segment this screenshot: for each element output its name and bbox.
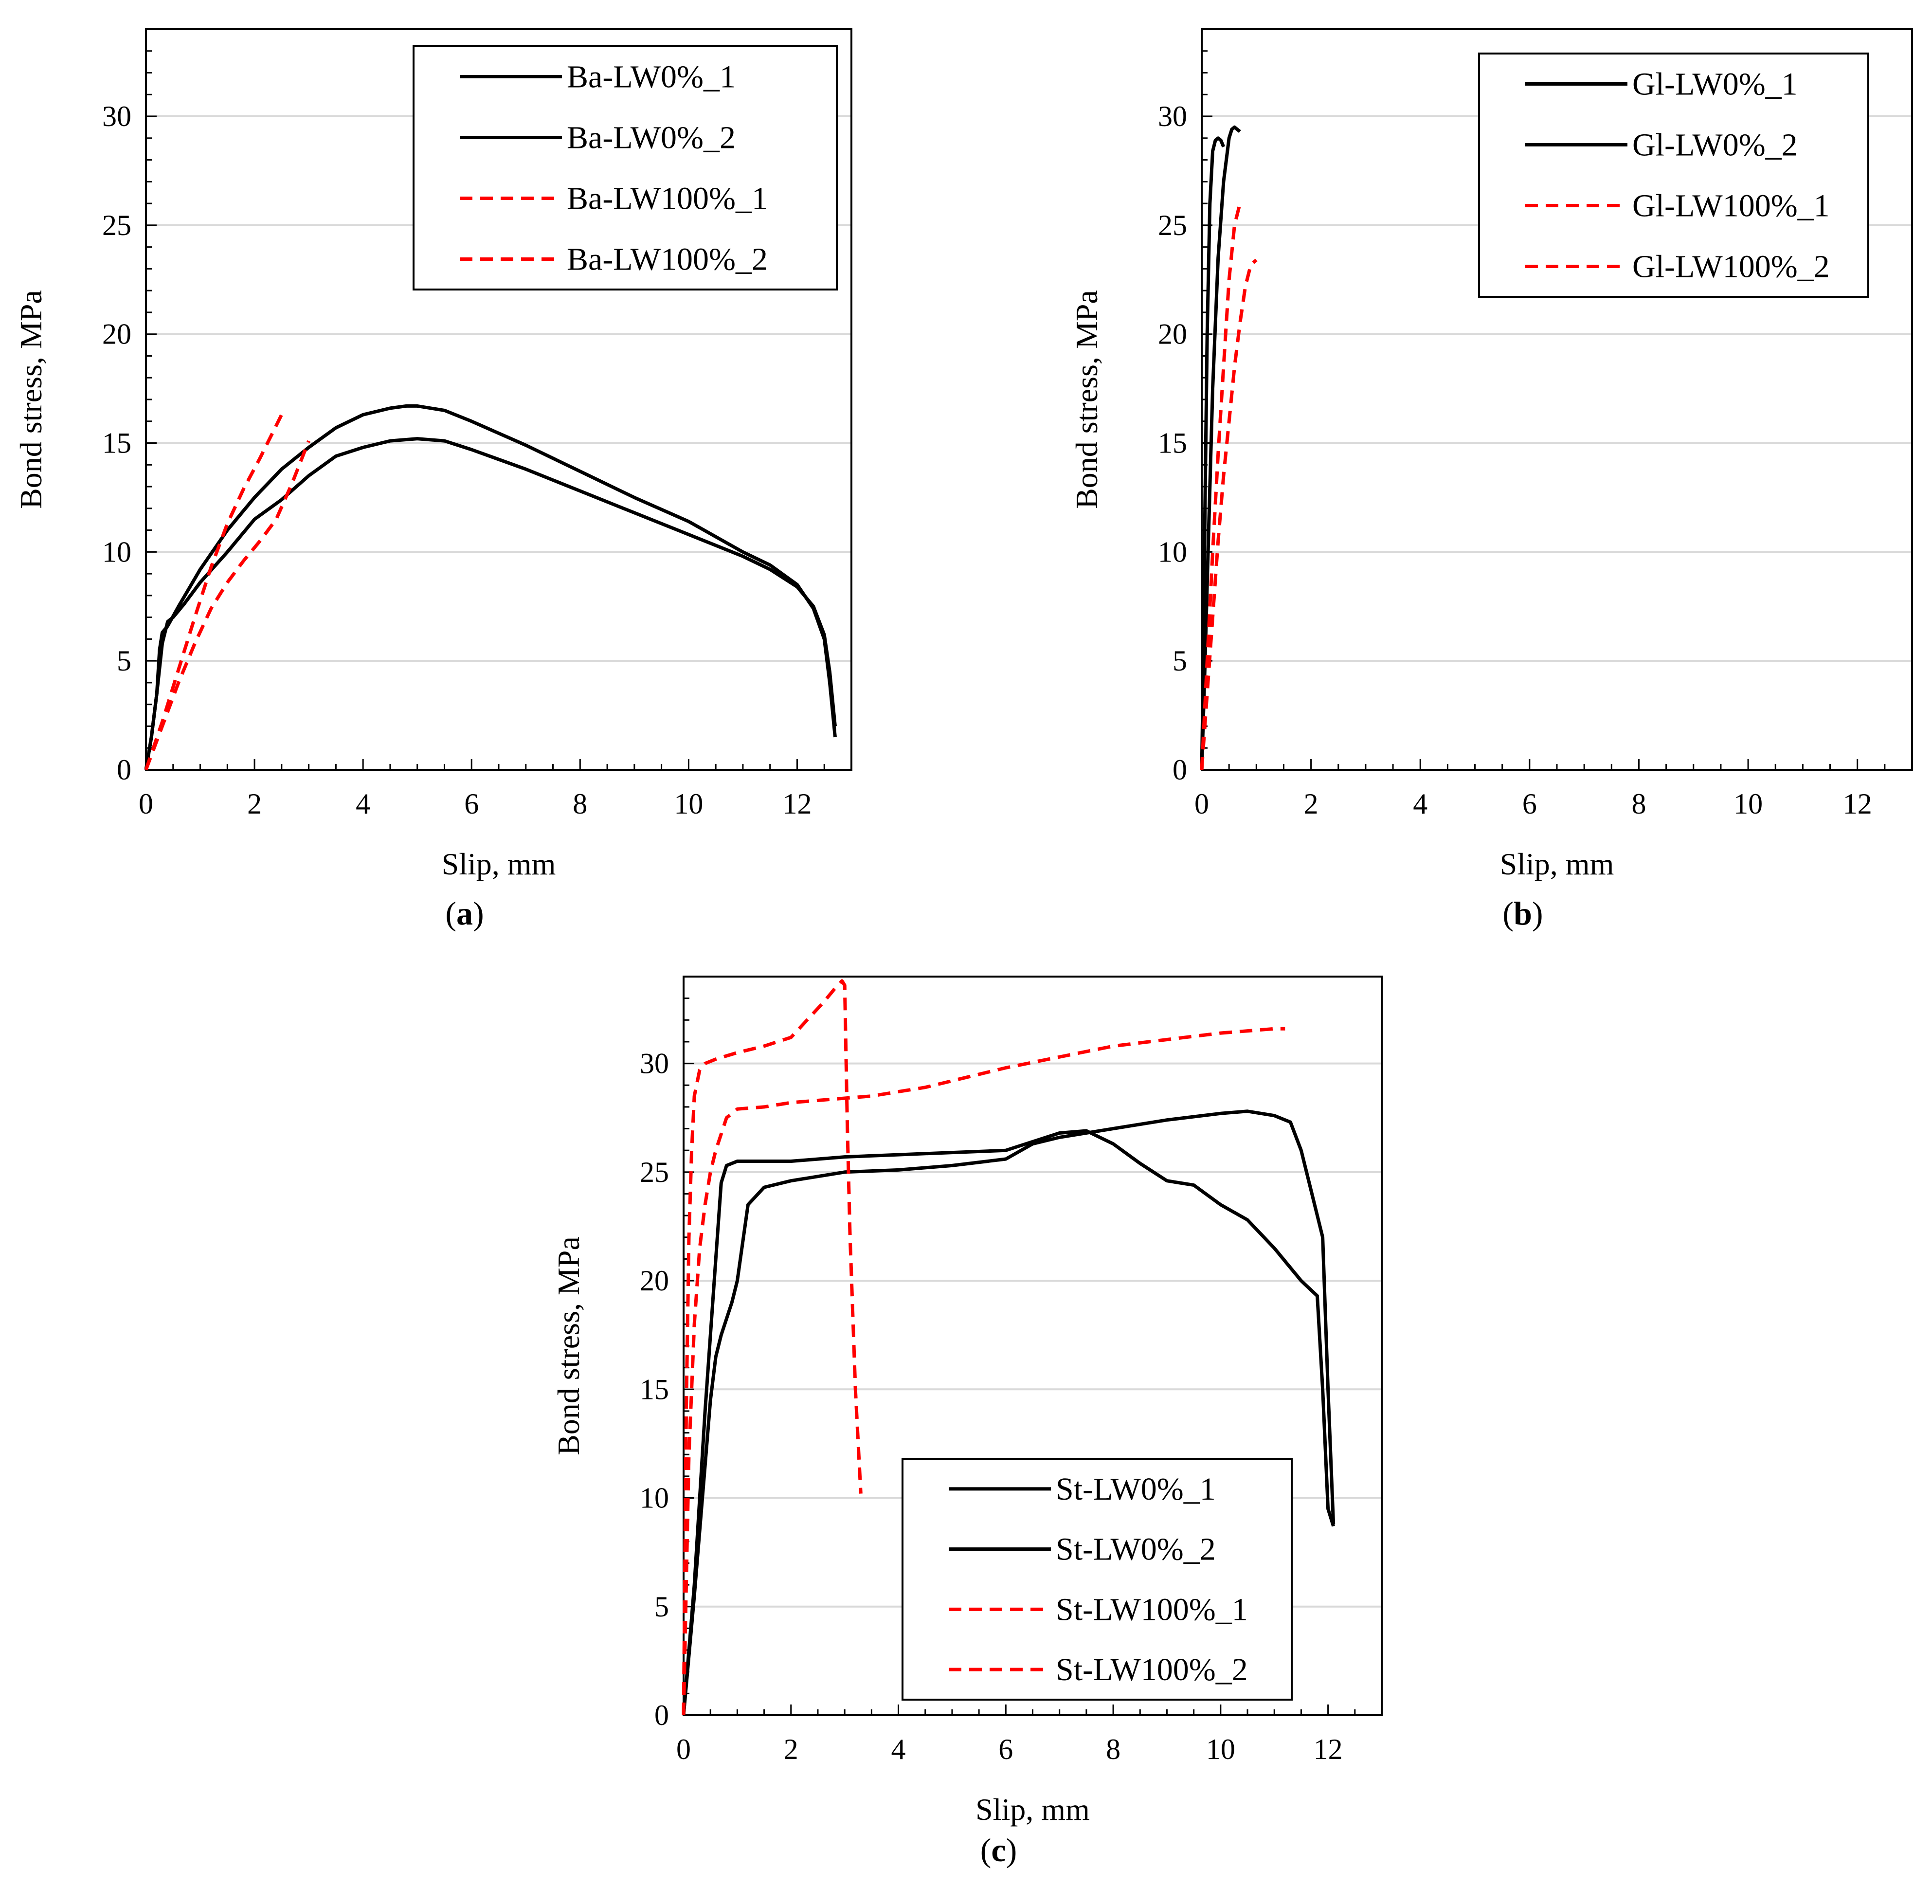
legend-label: Gl-LW100%_1	[1632, 188, 1830, 224]
y-tick-label: 5	[117, 645, 131, 677]
x-tick-label: 6	[464, 788, 479, 820]
y-tick-label: 0	[117, 754, 131, 786]
y-tick-label: 5	[654, 1591, 669, 1623]
series-line-ba-lw0-2	[144, 437, 837, 770]
x-axis-title: Slip, mm	[442, 847, 556, 881]
series-line-st-lw100-2	[682, 1027, 1285, 1716]
x-tick-label: 10	[1206, 1733, 1235, 1765]
caption-letter: b	[1514, 895, 1532, 932]
caption-open-paren: (	[980, 1831, 992, 1868]
chart-panel-c: 0 5 10 15 20 25 30 0 2 4 6 8 10 12 Slip, mm Bond stress…	[551, 976, 1383, 1868]
legend-label: St-LW100%_2	[1056, 1652, 1248, 1687]
y-tick-label: 25	[640, 1156, 669, 1188]
legend-box	[902, 1458, 1293, 1701]
series-line-gl-lw0-2	[1200, 125, 1241, 770]
x-tick-label: 12	[1843, 788, 1872, 820]
x-tick-label: 6	[1522, 788, 1537, 820]
panel-caption: (b)	[1502, 895, 1543, 932]
series-line-gl-lw0-1	[1200, 136, 1226, 770]
y-tick-label: 10	[1158, 536, 1187, 568]
y-tick-label: 20	[640, 1265, 669, 1297]
y-tick-label: 25	[1158, 209, 1187, 241]
x-tick-label: 12	[1314, 1733, 1343, 1765]
y-tick-label: 20	[102, 318, 131, 350]
y-tick-label: 30	[102, 100, 131, 132]
legend-box	[413, 45, 838, 290]
caption-close-paren: )	[1532, 895, 1543, 932]
y-tick-label: 20	[1158, 318, 1187, 350]
panel-caption: (a)	[445, 895, 484, 932]
legend-label: St-LW0%_2	[1056, 1532, 1216, 1567]
x-tick-label: 2	[784, 1733, 798, 1765]
y-axis-title: Bond stress, MPa	[14, 290, 48, 509]
x-axis-title: Slip, mm	[975, 1792, 1090, 1827]
legend-label: Ba-LW0%_1	[567, 59, 736, 95]
legend-label: Ba-LW100%_2	[567, 242, 768, 277]
legend-label: Gl-LW0%_1	[1632, 67, 1798, 102]
legend-label: St-LW0%_1	[1056, 1471, 1216, 1507]
y-tick-label: 15	[1158, 427, 1187, 459]
series-line-gl-lw100-1	[1200, 201, 1244, 770]
y-tick-label: 10	[102, 536, 131, 568]
y-tick-label: 30	[640, 1048, 669, 1080]
legend-label: Ba-LW100%_1	[567, 181, 768, 217]
caption-close-paren: )	[473, 895, 484, 932]
caption-open-paren: (	[445, 895, 456, 932]
y-tick-label: 15	[102, 427, 131, 459]
x-tick-label: 8	[1631, 788, 1646, 820]
x-tick-label: 10	[1733, 788, 1763, 820]
x-tick-label: 6	[998, 1733, 1013, 1765]
x-tick-label: 2	[247, 788, 262, 820]
chart-panel-b: 0 5 10 15 20 25 30 0 2 4 6 8 10 12 Slip, mm Bond stress…	[1069, 28, 1913, 932]
caption-letter: c	[991, 1831, 1006, 1868]
panel-caption: (c)	[980, 1831, 1017, 1868]
y-axis-title: Bond stress, MPa	[1069, 290, 1104, 509]
x-axis-title: Slip, mm	[1500, 847, 1614, 881]
y-tick-label: 0	[1173, 754, 1187, 786]
series-line-st-lw0-1	[682, 1129, 1336, 1716]
caption-open-paren: (	[1502, 895, 1514, 932]
y-tick-label: 0	[654, 1699, 669, 1731]
series-line-ba-lw100-1	[144, 414, 283, 771]
x-tick-label: 10	[674, 788, 703, 820]
x-tick-label: 8	[1106, 1733, 1120, 1765]
legend-label: Gl-LW0%_2	[1632, 127, 1798, 163]
y-tick-label: 30	[1158, 100, 1187, 132]
chart-panel-a: 0 5 10 15 20 25 30 0 2 4 6 8 10 12 Slip, mm Bond stress…	[14, 28, 852, 932]
y-tick-label: 5	[1173, 645, 1187, 677]
y-tick-label: 15	[640, 1373, 669, 1405]
y-axis-title: Bond stress, MPa	[551, 1236, 586, 1455]
series-line-st-lw0-2	[682, 1109, 1336, 1716]
x-tick-label: 0	[139, 788, 153, 820]
x-tick-label: 4	[1413, 788, 1427, 820]
x-tick-label: 12	[782, 788, 812, 820]
legend-label: St-LW100%_1	[1056, 1592, 1248, 1627]
caption-letter: a	[456, 895, 473, 932]
x-tick-label: 0	[676, 1733, 691, 1765]
legend-box	[1478, 53, 1869, 298]
x-tick-label: 4	[356, 788, 370, 820]
y-tick-label: 25	[102, 209, 131, 241]
series-line-gl-lw100-2	[1200, 258, 1258, 770]
series-line-ba-lw100-2	[144, 440, 310, 771]
x-tick-label: 0	[1194, 788, 1209, 820]
y-tick-label: 10	[640, 1482, 669, 1514]
x-tick-label: 8	[573, 788, 587, 820]
x-tick-label: 2	[1304, 788, 1318, 820]
series-line-st-lw100-1	[682, 979, 863, 1716]
x-tick-label: 4	[891, 1733, 906, 1765]
legend-label: Ba-LW0%_2	[567, 120, 736, 156]
caption-close-paren: )	[1006, 1831, 1017, 1868]
legend-label: Gl-LW100%_2	[1632, 249, 1830, 285]
